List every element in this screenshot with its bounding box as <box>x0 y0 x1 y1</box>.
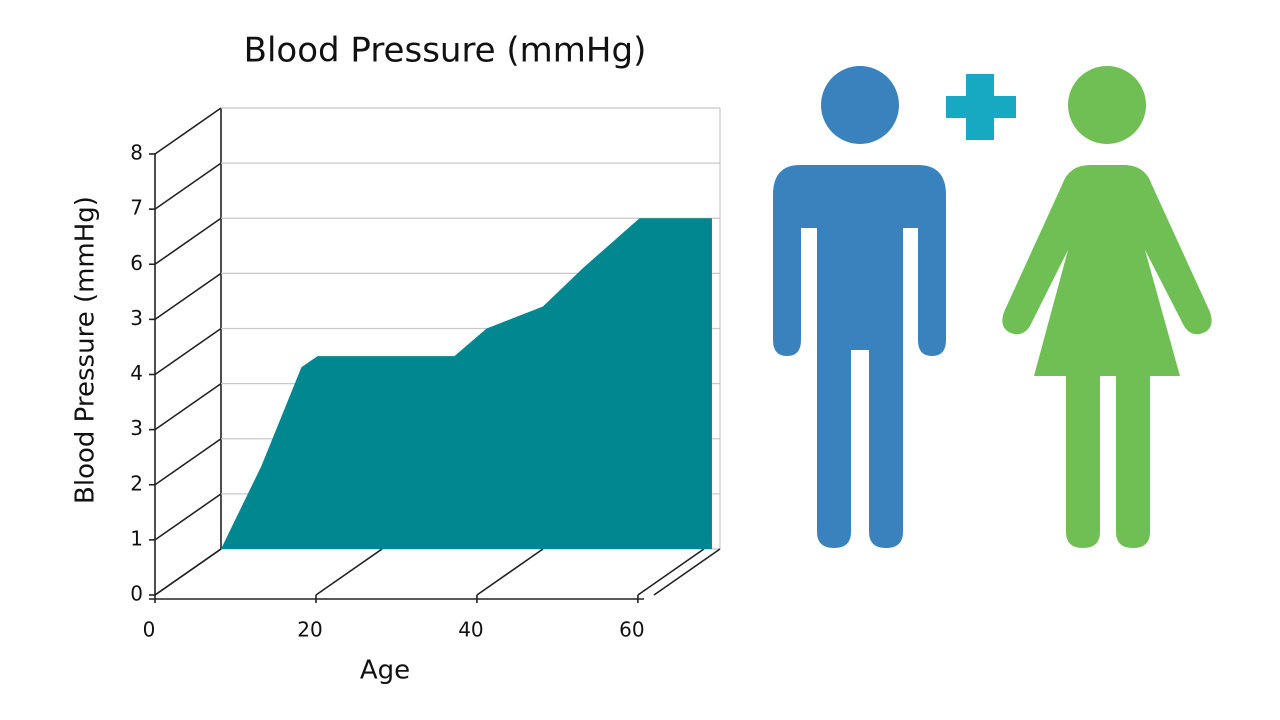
grid-line-side <box>154 162 222 210</box>
grid-line-side <box>154 327 222 376</box>
y-tick-label: 3 <box>130 416 143 440</box>
y-tick-label: 3 <box>130 306 143 330</box>
x-tick-label: 40 <box>458 618 483 642</box>
y-tick-label: 6 <box>130 251 143 275</box>
y-axis-label: Blood Pressure (mmHg) <box>71 196 101 504</box>
grid-line-floor <box>154 548 222 596</box>
plus-icon <box>946 74 1016 140</box>
man-head <box>821 66 899 144</box>
chart-title: Blood Pressure (mmHg) <box>244 31 647 71</box>
x-tick-label: 20 <box>297 618 322 642</box>
grid-line-side <box>154 438 222 486</box>
grid-line-floor <box>315 548 383 596</box>
area <box>221 218 712 549</box>
grid-line-side <box>154 217 222 265</box>
man-body <box>773 165 946 548</box>
woman-body <box>1002 165 1212 548</box>
y-tick-label: 2 <box>130 471 143 495</box>
y-tick-label: 7 <box>130 196 143 220</box>
x-tick-label: 60 <box>619 618 644 642</box>
woman-head <box>1068 66 1146 144</box>
y-tick-label: 4 <box>130 361 143 385</box>
grid-line-side <box>154 382 222 431</box>
grid-line-floor <box>637 548 705 596</box>
grid-line-side <box>154 272 222 321</box>
icons <box>773 66 1212 548</box>
grid-line-side <box>154 107 222 155</box>
grid-line-floor <box>476 548 544 596</box>
y-tick-label: 8 <box>130 141 143 165</box>
grid-line-side <box>154 493 222 541</box>
x-tick-label: 0 <box>143 618 156 642</box>
y-tick-label: 0 <box>130 582 143 606</box>
floor-edge <box>653 548 721 596</box>
x-axis-label: Age <box>360 656 410 686</box>
y-tick-label: 1 <box>130 526 143 550</box>
